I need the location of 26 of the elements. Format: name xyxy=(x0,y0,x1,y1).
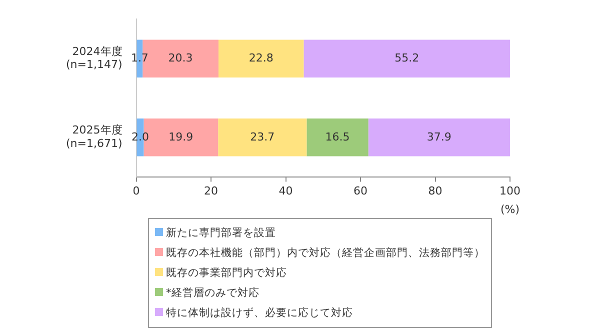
x-tick-label: 20 xyxy=(204,184,218,198)
x-tick-label: 40 xyxy=(278,184,293,198)
legend-label: *経営層のみで対応 xyxy=(165,286,260,301)
bar xyxy=(218,118,307,156)
x-tick-label: 60 xyxy=(354,184,368,198)
legend-label: 新たに専門部署を設置 xyxy=(165,226,277,241)
x-tick-label: 0 xyxy=(132,184,140,198)
bar xyxy=(304,40,510,78)
legend-label: 特に体制は設けず、必要に応じて対応 xyxy=(165,306,354,321)
data-label: 37.9 xyxy=(426,130,452,144)
data-label: 19.9 xyxy=(168,130,194,144)
bar xyxy=(368,118,510,156)
data-label: 55.2 xyxy=(394,51,420,64)
y-tick-label: 2025年度 (n=1,671) xyxy=(66,124,122,150)
x-axis-title: (%) xyxy=(500,202,520,216)
data-label: 20.3 xyxy=(168,51,193,64)
bar xyxy=(218,40,304,78)
legend-label: 既存の本社機能（部門）内で対応（経営企画部門、法務部門等） xyxy=(165,246,485,261)
data-label: 23.7 xyxy=(250,130,275,144)
y-tick-label: 2024年度 (n=1,147) xyxy=(66,44,122,72)
data-label: 16.5 xyxy=(325,130,350,144)
x-tick-label: 100 xyxy=(500,184,520,198)
bar xyxy=(306,118,368,156)
data-label: 22.8 xyxy=(248,51,274,64)
legend-label: 既存の事業部門内で対応 xyxy=(165,266,288,281)
x-tick-label: 80 xyxy=(428,184,442,198)
